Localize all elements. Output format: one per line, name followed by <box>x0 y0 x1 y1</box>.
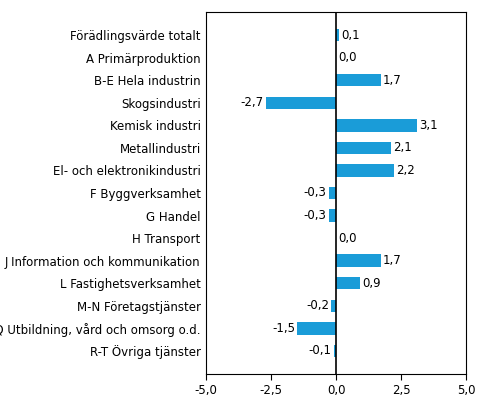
Bar <box>298 322 336 334</box>
Bar <box>336 277 360 289</box>
Bar <box>336 119 417 132</box>
Text: 0,1: 0,1 <box>341 29 359 42</box>
Text: 1,7: 1,7 <box>382 254 402 267</box>
Text: 2,2: 2,2 <box>396 164 414 177</box>
Bar <box>336 254 381 267</box>
Text: -1,5: -1,5 <box>272 322 295 335</box>
Bar <box>328 187 336 199</box>
Bar <box>336 74 381 86</box>
Bar <box>266 97 336 109</box>
Text: 2,1: 2,1 <box>393 142 412 154</box>
Bar <box>331 300 336 312</box>
Text: -0,1: -0,1 <box>309 344 331 357</box>
Text: -0,3: -0,3 <box>303 186 327 200</box>
Text: -2,7: -2,7 <box>241 96 264 109</box>
Text: 1,7: 1,7 <box>382 74 402 87</box>
Bar <box>328 209 336 222</box>
Bar <box>334 345 336 357</box>
Bar <box>336 164 394 177</box>
Text: 0,0: 0,0 <box>338 51 357 64</box>
Text: -0,3: -0,3 <box>303 209 327 222</box>
Text: 3,1: 3,1 <box>419 119 437 132</box>
Bar <box>336 142 391 154</box>
Text: -0,2: -0,2 <box>306 299 329 312</box>
Text: 0,0: 0,0 <box>338 232 357 244</box>
Text: 0,9: 0,9 <box>362 277 381 290</box>
Bar <box>336 29 339 41</box>
